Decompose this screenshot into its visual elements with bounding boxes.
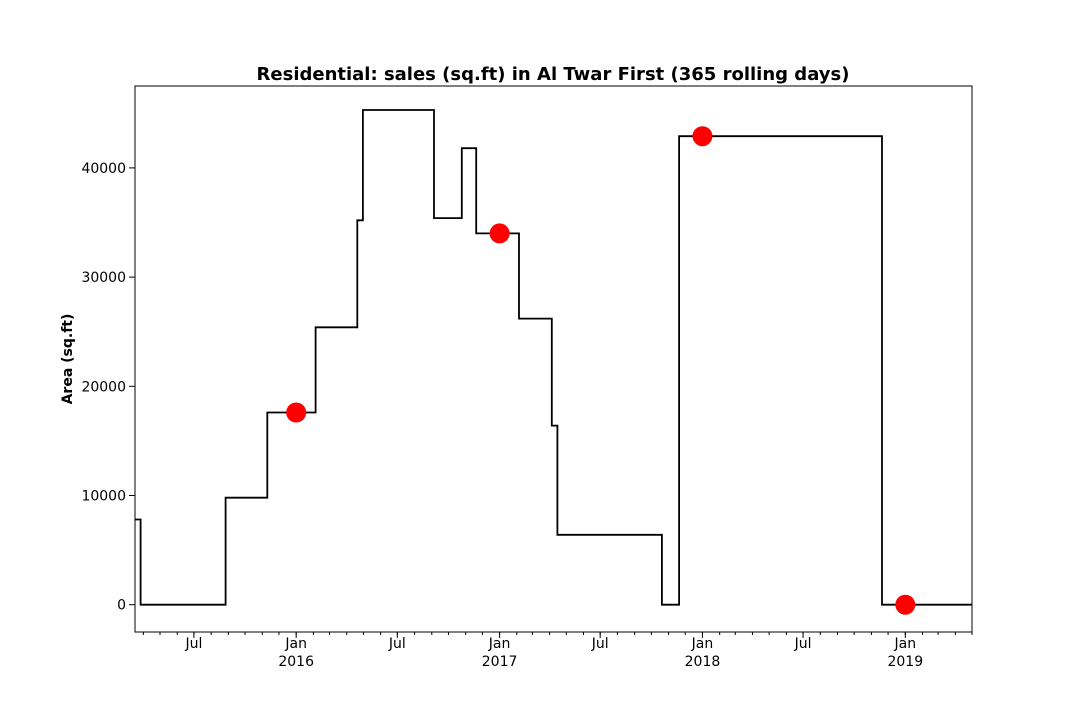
x-tick-label: Jul: [388, 636, 406, 652]
plot-area: Jul Jan 2016 Jul Jan 2017 Jul Jan 2018 Jul Jan 2019…: [81, 85, 973, 670]
x-tick-year-label: 2017: [482, 654, 518, 670]
y-axis-ticks: 0 10000 20000 30000 40000: [81, 161, 135, 614]
y-tick-label: 0: [117, 598, 126, 614]
x-tick-label: Jan: [488, 636, 511, 652]
x-tick-label: Jul: [184, 636, 202, 652]
y-tick-label: 40000: [81, 161, 126, 177]
x-tick-year-label: 2019: [887, 654, 923, 670]
x-axis-ticks: Jul Jan 2016 Jul Jan 2017 Jul Jan 2018 Jul Jan 2019: [142, 632, 973, 670]
y-tick-label: 10000: [81, 489, 126, 505]
y-tick-label: 30000: [81, 270, 126, 286]
x-tick-label: Jan: [691, 636, 714, 652]
plot-frame: [134, 85, 973, 633]
x-tick-year-label: 2016: [278, 654, 314, 670]
x-tick-label: Jul: [591, 636, 609, 652]
x-tick-label: Jul: [794, 636, 812, 652]
series-line: [135, 109, 972, 606]
x-tick-label: Jan: [894, 636, 917, 652]
data-point-marker: [286, 402, 307, 423]
data-point-marker: [895, 594, 916, 615]
series-layer: [135, 109, 972, 615]
y-axis-label: Area (sq.ft): [60, 314, 76, 405]
x-tick-label: Jan: [284, 636, 307, 652]
y-tick-label: 20000: [81, 379, 126, 395]
x-tick-year-label: 2018: [685, 654, 721, 670]
data-point-marker: [692, 126, 713, 147]
data-point-marker: [489, 223, 510, 244]
chart-title: Residential: sales (sq.ft) in Al Twar Fi…: [257, 64, 850, 85]
